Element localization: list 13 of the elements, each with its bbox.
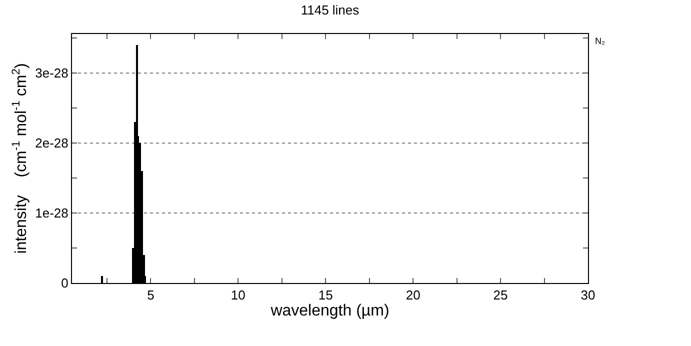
y-tick-label: 1e-28 xyxy=(35,206,68,221)
x-tick-label: 5 xyxy=(147,288,154,303)
chart-title: 1145 lines xyxy=(300,2,360,18)
x-axis-title: wavelength (µm) xyxy=(270,302,390,320)
y-tick-label: 0 xyxy=(61,276,68,291)
y-tick-label: 2e-28 xyxy=(35,136,68,151)
x-tick-label: 30 xyxy=(580,288,596,303)
x-tick-label: 15 xyxy=(318,288,333,303)
y-tick-label: 3e-28 xyxy=(35,66,68,81)
x-tick-label: 20 xyxy=(406,288,420,303)
text: N₂ xyxy=(595,36,606,46)
x-tick-label: 25 xyxy=(493,288,508,303)
x-tick-label: 10 xyxy=(230,288,246,303)
